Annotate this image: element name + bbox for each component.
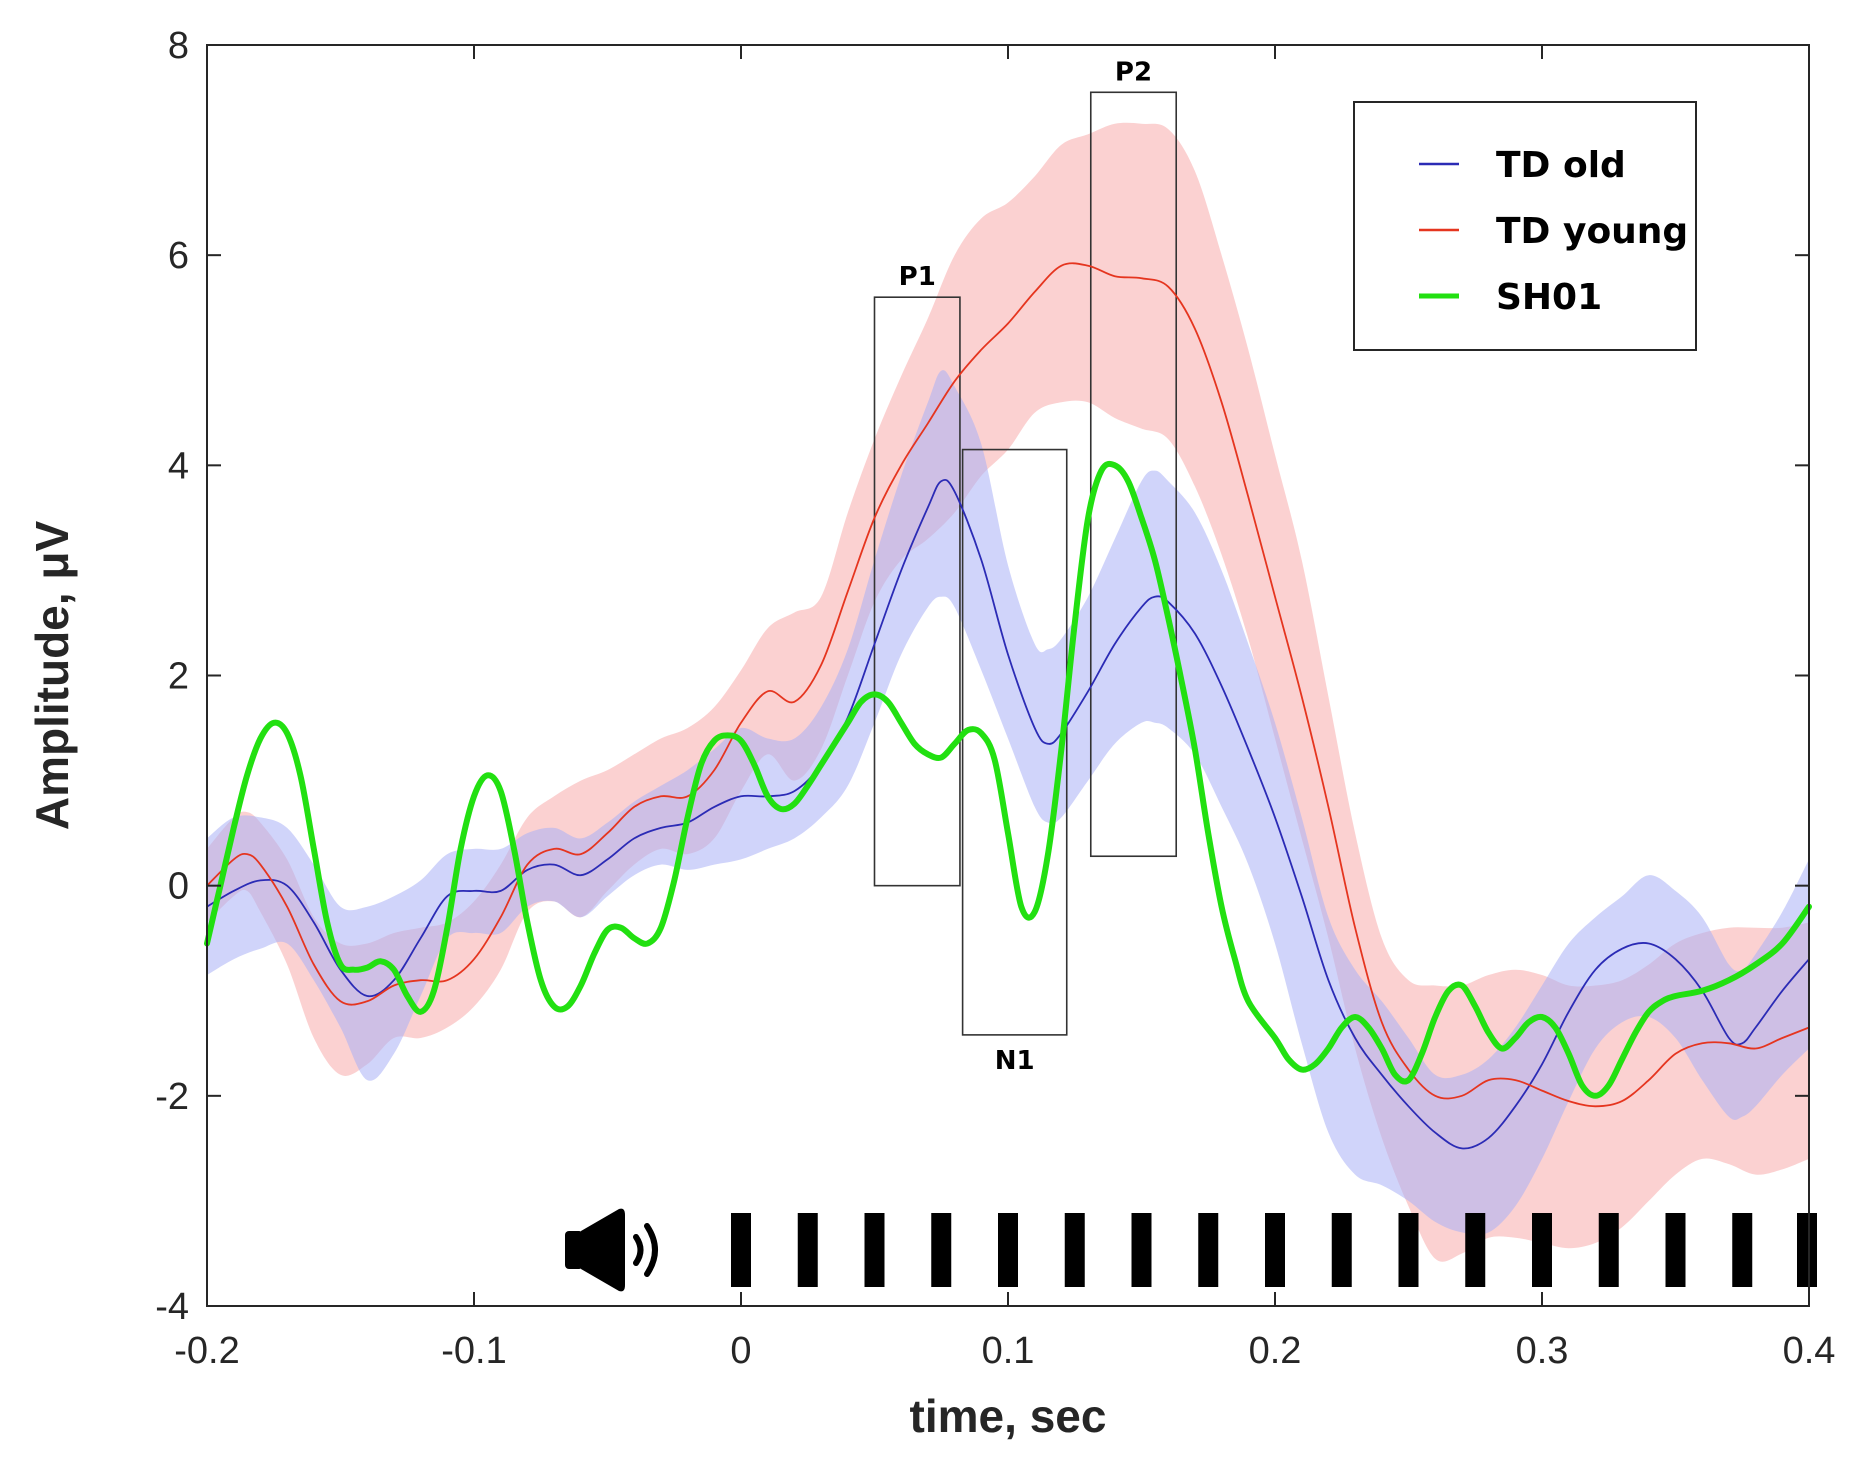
stimulus-bar <box>1398 1213 1419 1287</box>
y-axis-title: Amplitude, μV <box>26 521 78 831</box>
window-n1 <box>961 448 1068 1036</box>
speaker-wave-outer <box>644 1223 658 1277</box>
stimulus-bar <box>998 1213 1018 1287</box>
component-windows: P1 N1 P2 <box>873 57 1178 1076</box>
legend-label-sh01: SH01 <box>1496 277 1602 318</box>
stimulus-bar <box>864 1213 885 1287</box>
stimulus-bar <box>1797 1213 1817 1287</box>
window-p1 <box>873 296 961 887</box>
legend-box <box>1353 101 1697 351</box>
window-label-p1: P1 <box>899 262 936 292</box>
legend-label-td-young: TD young <box>1496 211 1688 252</box>
speaker-cone <box>581 1208 625 1292</box>
stimulus-bar <box>1598 1213 1619 1287</box>
y-tick-label: -4 <box>155 1286 189 1328</box>
stimulus-bar <box>1198 1213 1219 1287</box>
speaker-body <box>565 1231 583 1269</box>
stimulus-bar <box>1532 1213 1552 1287</box>
window-p2 <box>1089 91 1178 858</box>
x-tick-label: 0.4 <box>1783 1330 1836 1372</box>
stimulus-bar <box>931 1213 952 1287</box>
speaker-icon <box>565 1208 658 1292</box>
band-td-young <box>207 122 1809 1262</box>
stimulus-bar <box>1665 1213 1686 1287</box>
stimulus-bar <box>797 1213 818 1287</box>
speaker-wave-inner <box>633 1234 644 1266</box>
stimulus-markers <box>565 1208 1817 1292</box>
x-tick-label: 0 <box>730 1330 751 1372</box>
x-tick-label: 0.3 <box>1516 1330 1569 1372</box>
x-tick-label: 0.1 <box>982 1330 1035 1372</box>
y-tick-label: 2 <box>168 656 189 698</box>
stimulus-bar <box>1064 1213 1085 1287</box>
legend: TD old TD young SH01 <box>1353 101 1697 351</box>
stimulus-bar <box>1265 1213 1285 1287</box>
legend-label-td-old: TD old <box>1496 145 1626 186</box>
y-tick-label: 8 <box>168 25 189 67</box>
confidence-bands <box>207 122 1809 1262</box>
window-label-p2: P2 <box>1115 57 1152 87</box>
x-tick-label: -0.1 <box>441 1330 506 1372</box>
y-tick-label: -2 <box>155 1076 189 1118</box>
stimulus-bar <box>731 1213 751 1287</box>
series-lines <box>204 262 1812 1150</box>
stimulus-bar <box>1131 1213 1152 1287</box>
y-tick-label: 0 <box>168 866 189 908</box>
stimulus-bar <box>1465 1213 1486 1287</box>
y-tick-label: 6 <box>168 235 189 277</box>
x-tick-label: 0.2 <box>1249 1330 1302 1372</box>
line-td-young <box>206 262 1810 1108</box>
x-axis-title: time, sec <box>910 1390 1107 1442</box>
stimulus-bar <box>1732 1213 1753 1287</box>
window-label-n1: N1 <box>995 1046 1035 1076</box>
line-td-old <box>206 478 1810 1150</box>
axes: -0.2 -0.1 0 0.1 0.2 0.3 0.4 -4 -2 0 2 4 6 8 time, sec A… <box>26 25 1835 1442</box>
x-tick-label: -0.2 <box>174 1330 239 1372</box>
stimulus-bar <box>1331 1213 1352 1287</box>
y-tick-label: 4 <box>168 445 189 487</box>
line-sh01 <box>204 460 1812 1099</box>
